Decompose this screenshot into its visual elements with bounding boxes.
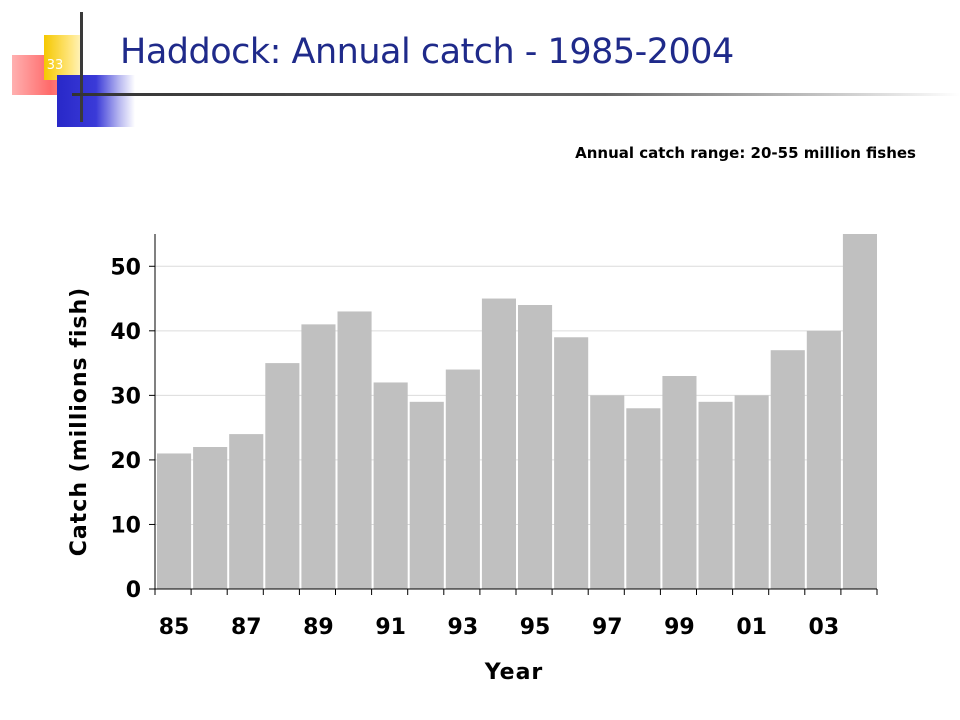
bar-00 bbox=[698, 401, 733, 589]
y-tick-labels: 0 10 20 30 40 50 bbox=[110, 255, 155, 603]
bar-85 bbox=[157, 453, 192, 589]
x-tick-label: 93 bbox=[448, 615, 479, 640]
x-tick-label: 95 bbox=[520, 615, 551, 640]
bar-95 bbox=[518, 305, 553, 589]
y-tick-label: 10 bbox=[110, 513, 141, 538]
y-axis-title: Catch (millions fish) bbox=[67, 287, 92, 556]
slide-number: 33 bbox=[46, 58, 64, 73]
title-underline bbox=[72, 93, 960, 96]
bar-90 bbox=[337, 311, 372, 589]
chart-subtitle: Annual catch range: 20-55 million fishes bbox=[575, 144, 916, 162]
bar-98 bbox=[626, 408, 661, 589]
x-tick-label: 03 bbox=[809, 615, 840, 640]
bar-01 bbox=[734, 395, 769, 589]
bar-04 bbox=[842, 234, 877, 589]
bar-92 bbox=[409, 401, 444, 589]
bar-86 bbox=[193, 447, 228, 589]
bar-89 bbox=[301, 324, 336, 589]
y-tick-label: 0 bbox=[126, 578, 141, 603]
bar-99 bbox=[662, 376, 697, 589]
y-tick-label: 40 bbox=[110, 320, 141, 345]
y-tick-label: 50 bbox=[110, 255, 141, 280]
decorative-blue-block bbox=[57, 75, 135, 127]
decorative-yellow-block bbox=[44, 35, 82, 80]
decorative-vertical-line bbox=[80, 12, 83, 122]
bar-93 bbox=[445, 369, 480, 589]
y-tick-label: 30 bbox=[110, 384, 141, 409]
bar-87 bbox=[229, 434, 264, 589]
x-tick-label: 01 bbox=[736, 615, 767, 640]
bar-02 bbox=[770, 350, 805, 589]
x-tick-label: 89 bbox=[303, 615, 334, 640]
bar-03 bbox=[806, 330, 841, 589]
bar-96 bbox=[554, 337, 589, 589]
y-tick-label: 20 bbox=[110, 449, 141, 474]
x-tick-label: 97 bbox=[592, 615, 623, 640]
bar-88 bbox=[265, 363, 300, 589]
bar-97 bbox=[590, 395, 625, 589]
x-axis-title: Year bbox=[484, 660, 544, 685]
bar-91 bbox=[373, 382, 408, 589]
x-tick-label: 85 bbox=[159, 615, 190, 640]
bar-94 bbox=[481, 298, 516, 589]
x-tick-label: 87 bbox=[231, 615, 262, 640]
x-tick-label: 99 bbox=[664, 615, 695, 640]
bars bbox=[157, 234, 877, 589]
x-tick-labels: 85 87 89 91 93 95 97 99 01 03 bbox=[154, 589, 878, 640]
x-tick-label: 91 bbox=[375, 615, 406, 640]
slide-title: Haddock: Annual catch - 1985-2004 bbox=[120, 32, 734, 72]
